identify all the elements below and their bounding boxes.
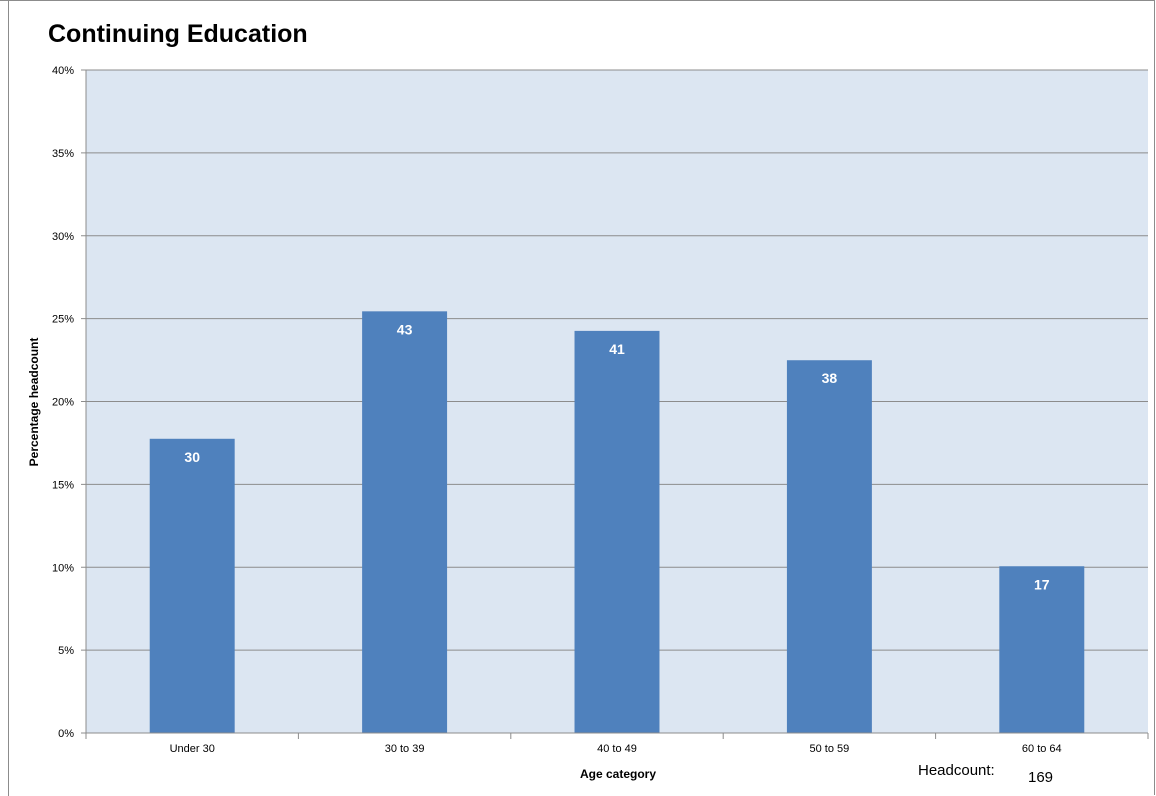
x-tick-label: Under 30: [170, 743, 215, 755]
bar: [999, 566, 1085, 733]
bar-data-label: 30: [184, 449, 200, 465]
x-tick-label: 40 to 49: [597, 743, 637, 755]
bar-data-label: 17: [1034, 576, 1050, 592]
chart-title: Continuing Education: [48, 20, 308, 48]
chart-left-border: [8, 0, 9, 796]
y-tick-label: 40%: [52, 65, 74, 77]
bar-data-label: 38: [822, 370, 838, 386]
axes: 0% 5% 10% 15% 20% 25% 30% 35% 40% Under 30 30 to 3…: [52, 65, 1149, 755]
x-axis-title: Age category: [580, 767, 656, 781]
headcount-value: 169: [1028, 769, 1054, 786]
x-tick-label: 30 to 39: [385, 743, 425, 755]
bar: [574, 330, 660, 733]
bar: [786, 360, 872, 733]
y-tick-label: 10%: [52, 562, 74, 574]
x-tick-label: 60 to 64: [1022, 743, 1062, 755]
bar: [149, 438, 235, 733]
y-tick-label: 5%: [58, 645, 74, 657]
headcount-label: Headcount:: [918, 762, 995, 779]
bars: 30 43 41 38 17: [149, 311, 1085, 733]
y-tick-label: 25%: [52, 314, 74, 326]
y-tick-label: 35%: [52, 148, 74, 160]
y-tick-label: 15%: [52, 479, 74, 491]
bar-data-label: 43: [397, 321, 413, 337]
bar: [362, 311, 448, 733]
y-axis-title: Percentage headcount: [27, 338, 41, 467]
y-tick-label: 30%: [52, 231, 74, 243]
y-tick-label: 20%: [52, 397, 74, 409]
y-tick-label: 0%: [58, 728, 74, 740]
bar-data-label: 41: [609, 341, 625, 357]
x-tick-label: 50 to 59: [810, 743, 850, 755]
